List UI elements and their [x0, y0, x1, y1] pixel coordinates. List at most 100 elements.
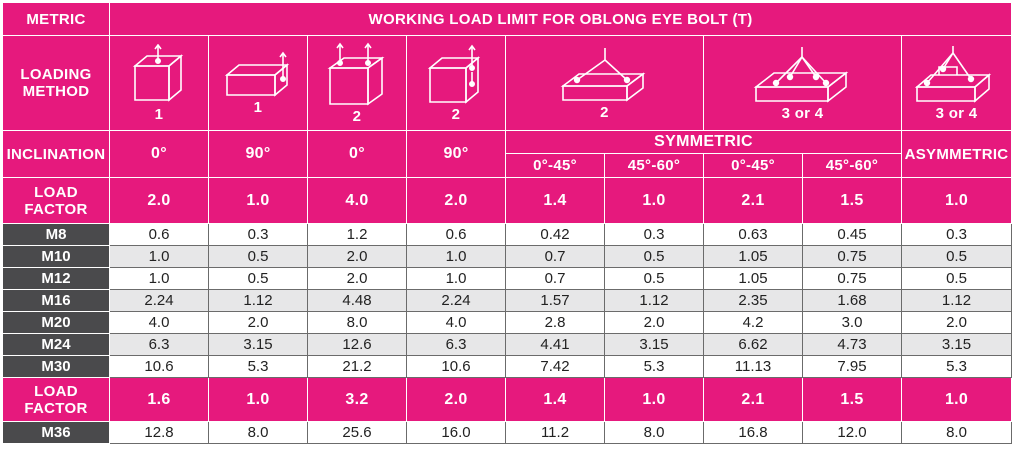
bolt-size: M12 — [2, 267, 110, 290]
bolt-size: M20 — [2, 311, 110, 334]
load-value: 7.42 — [505, 355, 605, 378]
bolt-size: M8 — [2, 223, 110, 246]
load-factor-value: 1.6 — [109, 377, 209, 422]
load-value: 0.7 — [505, 245, 605, 268]
inclination-cell: 0° — [109, 130, 209, 178]
load-value: 10.6 — [406, 355, 506, 378]
load-value: 2.0 — [307, 267, 407, 290]
asymmetric-label: ASYMMETRIC — [900, 130, 1013, 178]
load-value: 16.8 — [703, 421, 803, 444]
load-value: 0.3 — [208, 223, 308, 246]
load-value: 5.3 — [208, 355, 308, 378]
inclination-cell: 90° — [208, 130, 308, 178]
inclination-label: INCLINATION — [2, 130, 110, 178]
table-row: M16 2.24 1.12 4.48 2.24 1.57 1.12 2.35 1.68 1.12 — [2, 289, 1013, 312]
load-value: 2.24 — [109, 289, 209, 312]
load-value: 1.0 — [109, 267, 209, 290]
load-value: 5.3 — [604, 355, 704, 378]
load-value: 12.6 — [307, 333, 407, 356]
load-value: 0.6 — [406, 223, 506, 246]
load-value: 2.8 — [505, 311, 605, 334]
load-value: 1.68 — [802, 289, 902, 312]
load-value: 0.5 — [900, 267, 1013, 290]
bolt-size: M10 — [2, 245, 110, 268]
load-value: 1.0 — [406, 245, 506, 268]
load-value: 0.75 — [802, 245, 902, 268]
load-value: 4.2 — [703, 311, 803, 334]
load-factor-value: 1.5 — [802, 377, 902, 422]
load-value: 5.3 — [900, 355, 1013, 378]
load-factor-value: 1.0 — [604, 377, 704, 422]
load-value: 0.75 — [802, 267, 902, 290]
load-factor-value: 2.1 — [703, 177, 803, 224]
working-load-limit-table: METRIC WORKING LOAD LIMIT FOR OBLONG EYE… — [2, 2, 1013, 444]
load-value: 0.7 — [505, 267, 605, 290]
load-value: 0.3 — [604, 223, 704, 246]
load-value: 0.5 — [604, 267, 704, 290]
load-value: 2.0 — [900, 311, 1013, 334]
load-factor-value: 1.0 — [208, 177, 308, 224]
table-row: M24 6.3 3.15 12.6 6.3 4.41 3.15 6.62 4.73 3.15 — [2, 333, 1013, 356]
load-factor-value: 1.5 — [802, 177, 902, 224]
load-value: 12.0 — [802, 421, 902, 444]
load-value: 1.12 — [208, 289, 308, 312]
load-value: 0.5 — [604, 245, 704, 268]
load-factor-value: 4.0 — [307, 177, 407, 224]
load-value: 8.0 — [208, 421, 308, 444]
load-value: 2.0 — [208, 311, 308, 334]
load-value: 2.0 — [307, 245, 407, 268]
load-value: 8.0 — [307, 311, 407, 334]
load-value: 6.3 — [109, 333, 209, 356]
load-value: 3.15 — [208, 333, 308, 356]
load-value: 0.6 — [109, 223, 209, 246]
load-factor-value: 1.4 — [505, 177, 605, 224]
load-value: 6.3 — [406, 333, 506, 356]
load-factor-value: 2.0 — [406, 377, 506, 422]
load-value: 2.24 — [406, 289, 506, 312]
load-value: 11.2 — [505, 421, 605, 444]
symmetric-angle: 45°-60° — [802, 153, 902, 178]
load-value: 1.05 — [703, 267, 803, 290]
load-value: 3.15 — [900, 333, 1013, 356]
load-factor-value: 2.0 — [406, 177, 506, 224]
load-value: 4.0 — [406, 311, 506, 334]
load-factor-value: 1.0 — [604, 177, 704, 224]
loading-method-7: 3 or 4 — [900, 35, 1013, 131]
load-value: 6.62 — [703, 333, 803, 356]
load-factor-label: LOAD FACTOR — [2, 177, 110, 224]
load-value: 1.12 — [900, 289, 1013, 312]
load-value: 0.45 — [802, 223, 902, 246]
table-title: WORKING LOAD LIMIT FOR OBLONG EYE BOLT (… — [108, 2, 1013, 36]
load-value: 1.12 — [604, 289, 704, 312]
bolt-size: M16 — [2, 289, 110, 312]
loading-method-5: 2 — [505, 35, 704, 131]
load-value: 25.6 — [307, 421, 407, 444]
load-factor-value: 3.2 — [307, 377, 407, 422]
symmetric-label: SYMMETRIC — [505, 130, 902, 154]
table-row: M20 4.0 2.0 8.0 4.0 2.8 2.0 4.2 3.0 2.0 — [2, 311, 1013, 334]
four-leg-sling-icon — [753, 46, 848, 103]
table-row: M36 12.8 8.0 25.6 16.0 11.2 8.0 16.8 12.… — [2, 421, 1013, 444]
load-value: 0.63 — [703, 223, 803, 246]
load-value: 0.5 — [208, 245, 308, 268]
single-side-lift-icon — [224, 51, 290, 97]
load-factor-value: 1.0 — [900, 177, 1013, 224]
load-value: 4.41 — [505, 333, 605, 356]
loading-method-3: 2 — [307, 35, 407, 131]
bolt-size: M24 — [2, 333, 110, 356]
symmetric-angle: 45°-60° — [604, 153, 704, 178]
bolt-size: M36 — [2, 421, 110, 444]
table-row: M10 1.0 0.5 2.0 1.0 0.7 0.5 1.05 0.75 0.5 — [2, 245, 1013, 268]
load-value: 0.5 — [900, 245, 1013, 268]
load-factor-value: 1.0 — [208, 377, 308, 422]
load-factor-value: 2.0 — [109, 177, 209, 224]
load-value: 1.0 — [406, 267, 506, 290]
load-value: 16.0 — [406, 421, 506, 444]
load-value: 2.0 — [604, 311, 704, 334]
load-value: 8.0 — [900, 421, 1013, 444]
load-value: 7.95 — [802, 355, 902, 378]
double-side-lift-icon — [427, 44, 481, 104]
load-value: 1.05 — [703, 245, 803, 268]
table-row: M8 0.6 0.3 1.2 0.6 0.42 0.3 0.63 0.45 0.3 — [2, 223, 1013, 246]
loading-method-4: 2 — [406, 35, 506, 131]
